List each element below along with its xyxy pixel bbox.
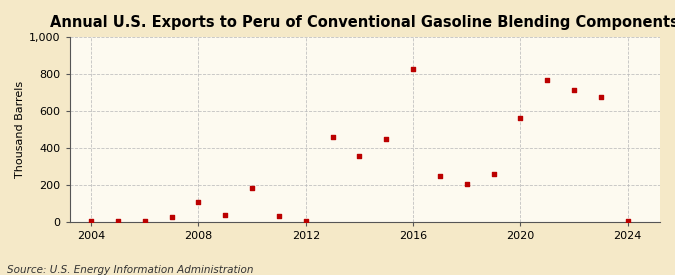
Point — [140, 219, 151, 223]
Title: Annual U.S. Exports to Peru of Conventional Gasoline Blending Components: Annual U.S. Exports to Peru of Conventio… — [51, 15, 675, 30]
Point — [542, 78, 553, 82]
Point — [408, 67, 418, 71]
Point — [193, 200, 204, 204]
Point — [515, 116, 526, 120]
Point — [247, 186, 258, 191]
Point — [435, 174, 446, 178]
Point — [220, 213, 231, 218]
Point — [354, 154, 365, 158]
Point — [300, 219, 311, 223]
Point — [113, 219, 124, 223]
Text: Source: U.S. Energy Information Administration: Source: U.S. Energy Information Administ… — [7, 265, 253, 275]
Point — [622, 219, 633, 223]
Point — [595, 95, 606, 99]
Point — [86, 219, 97, 223]
Point — [166, 214, 177, 219]
Y-axis label: Thousand Barrels: Thousand Barrels — [15, 81, 25, 178]
Point — [462, 182, 472, 186]
Point — [327, 134, 338, 139]
Point — [569, 88, 580, 93]
Point — [488, 171, 499, 176]
Point — [273, 214, 284, 218]
Point — [381, 137, 392, 141]
